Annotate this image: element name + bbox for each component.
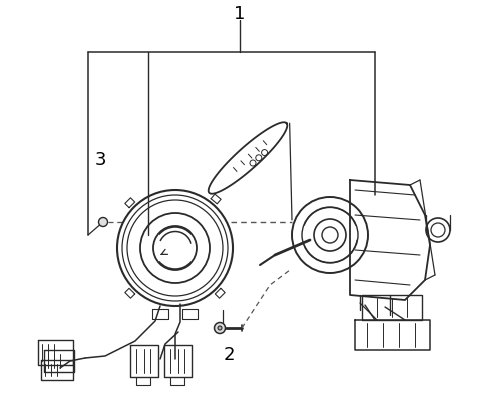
Circle shape: [215, 322, 226, 334]
Circle shape: [98, 218, 108, 226]
Text: 1: 1: [234, 5, 246, 23]
Text: 3: 3: [94, 151, 106, 169]
Circle shape: [218, 326, 222, 330]
Text: 2: 2: [223, 346, 235, 364]
